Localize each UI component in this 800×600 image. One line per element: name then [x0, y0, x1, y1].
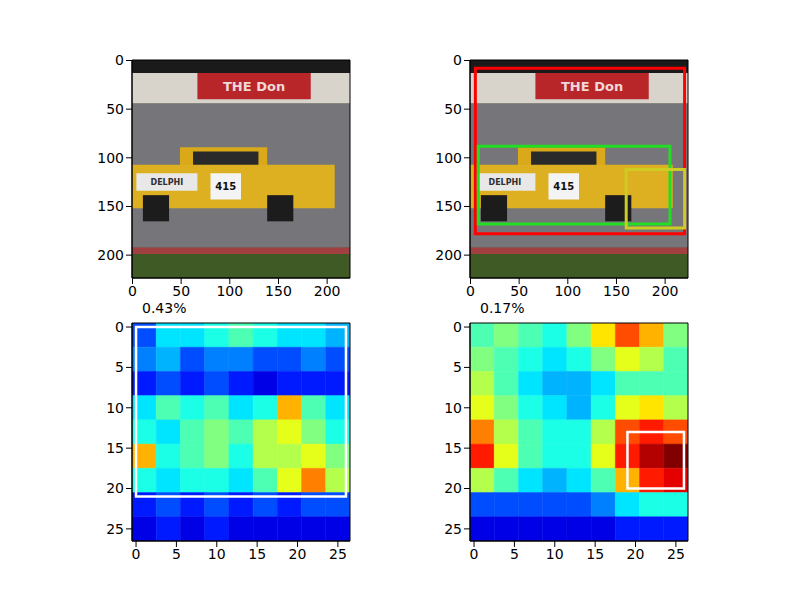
svg-text:THE Don: THE Don [223, 79, 285, 94]
svg-text:10: 10 [444, 400, 462, 416]
svg-text:DELPHI: DELPHI [151, 178, 184, 187]
svg-text:25: 25 [444, 521, 462, 537]
svg-text:100: 100 [97, 150, 124, 166]
svg-text:15: 15 [248, 546, 266, 562]
svg-text:50: 50 [510, 283, 528, 299]
svg-text:5: 5 [172, 546, 181, 562]
svg-text:150: 150 [97, 198, 124, 214]
svg-text:10: 10 [106, 400, 124, 416]
svg-text:50: 50 [172, 283, 190, 299]
svg-text:20: 20 [444, 480, 462, 496]
svg-text:200: 200 [97, 247, 124, 263]
svg-text:THE Don: THE Don [561, 79, 623, 94]
svg-text:0: 0 [115, 52, 124, 68]
svg-text:5: 5 [115, 359, 124, 375]
svg-text:0: 0 [115, 319, 124, 335]
svg-text:150: 150 [265, 283, 292, 299]
svg-text:415: 415 [215, 181, 236, 192]
html-text:0.43%: 0.43% [142, 300, 187, 316]
html-text:0.17%: 0.17% [480, 300, 525, 316]
svg-text:20: 20 [289, 546, 307, 562]
svg-text:150: 150 [435, 198, 462, 214]
svg-text:15: 15 [444, 440, 462, 456]
svg-text:15: 15 [586, 546, 604, 562]
svg-text:200: 200 [652, 283, 679, 299]
svg-text:25: 25 [106, 521, 124, 537]
svg-text:15: 15 [106, 440, 124, 456]
svg-text:0: 0 [128, 283, 137, 299]
svg-text:0: 0 [470, 546, 479, 562]
svg-text:5: 5 [510, 546, 519, 562]
svg-text:100: 100 [216, 283, 243, 299]
svg-text:100: 100 [435, 150, 462, 166]
svg-text:50: 50 [444, 101, 462, 117]
svg-text:DELPHI: DELPHI [489, 178, 522, 187]
svg-text:10: 10 [208, 546, 226, 562]
svg-text:200: 200 [314, 283, 341, 299]
svg-text:25: 25 [329, 546, 347, 562]
svg-text:20: 20 [627, 546, 645, 562]
svg-text:0: 0 [466, 283, 475, 299]
svg-text:0: 0 [132, 546, 141, 562]
svg-text:0: 0 [453, 319, 462, 335]
svg-text:0: 0 [453, 52, 462, 68]
svg-text:25: 25 [667, 546, 685, 562]
svg-text:50: 50 [106, 101, 124, 117]
svg-text:150: 150 [603, 283, 630, 299]
svg-text:100: 100 [554, 283, 581, 299]
svg-text:200: 200 [435, 247, 462, 263]
svg-text:20: 20 [106, 480, 124, 496]
svg-text:10: 10 [546, 546, 564, 562]
svg-text:5: 5 [453, 359, 462, 375]
svg-text:415: 415 [553, 181, 574, 192]
